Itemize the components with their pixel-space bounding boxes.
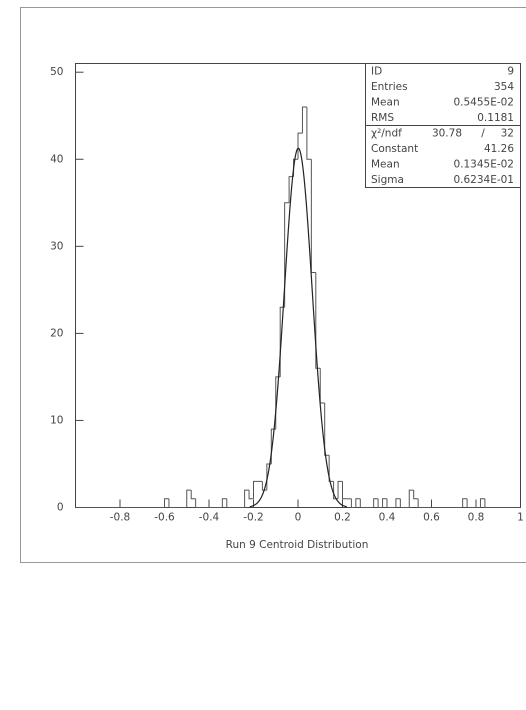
- fit-stats-label: Sigma: [371, 174, 404, 186]
- y-tick-label: 50: [50, 66, 63, 78]
- histogram-bin: [325, 403, 329, 455]
- histogram-bin: [356, 499, 360, 508]
- y-tick-label: 40: [50, 153, 63, 165]
- fit-stats-value: 0.6234E-01: [453, 174, 514, 186]
- histogram-bin: [320, 368, 324, 403]
- histogram-bin: [298, 133, 302, 159]
- fit-stats-label: Mean: [371, 159, 400, 171]
- fit-stats-value: 32: [501, 128, 514, 140]
- x-axis-label: Run 9 Centroid Distribution: [226, 539, 369, 551]
- fit-stats-value: 0.1345E-02: [453, 159, 514, 171]
- stats-label: ID: [371, 66, 382, 78]
- histogram-bin: [165, 499, 169, 508]
- y-tick-label: 20: [50, 327, 63, 339]
- histogram-bin: [329, 455, 333, 481]
- fit-stats-sep: /: [481, 128, 485, 140]
- histogram-bin: [249, 490, 253, 499]
- y-tick-label: 10: [50, 414, 63, 426]
- histogram-bin: [396, 499, 400, 508]
- histogram-bin: [187, 490, 191, 507]
- histogram-bin: [222, 499, 226, 508]
- histogram-bin: [409, 490, 413, 507]
- histogram-bin: [374, 499, 378, 508]
- x-tick-label: 1: [517, 512, 524, 524]
- fit-stats-value: 30.78: [432, 128, 462, 140]
- y-tick-label: 30: [50, 240, 63, 252]
- x-tick-label: 0: [295, 512, 302, 524]
- histogram-bin: [338, 481, 342, 498]
- histogram-bin: [360, 499, 364, 508]
- fit-stats-label: χ²/ndf: [371, 128, 402, 140]
- histogram-bin: [343, 481, 347, 498]
- stats-value: 0.5455E-02: [453, 97, 514, 109]
- fit-stats-value: 41.26: [484, 143, 514, 155]
- y-tick-label: 0: [57, 502, 64, 514]
- stats-value: 354: [494, 81, 514, 93]
- histogram-bin: [191, 490, 195, 499]
- histogram-bin: [311, 159, 315, 272]
- stats-value: 0.1181: [477, 112, 514, 124]
- stats-value: 9: [507, 66, 514, 78]
- histogram-bin: [169, 499, 173, 508]
- histogram-bin: [400, 499, 404, 508]
- histogram-bin: [302, 107, 306, 133]
- histogram-bin: [480, 499, 484, 508]
- histogram-bin: [378, 499, 382, 508]
- x-tick-label: -0.6: [154, 512, 175, 524]
- x-tick-label: 0.6: [423, 512, 440, 524]
- stats-label: RMS: [371, 112, 394, 124]
- x-tick-label: 0.2: [334, 512, 351, 524]
- histogram-bin: [383, 499, 387, 508]
- histogram-bin: [254, 481, 258, 498]
- histogram-bin: [387, 499, 391, 508]
- x-tick-label: 0.8: [468, 512, 485, 524]
- x-tick-label: -0.8: [110, 512, 131, 524]
- histogram-bin: [463, 499, 467, 508]
- x-tick-label: -0.4: [199, 512, 220, 524]
- histogram-bin: [485, 499, 489, 508]
- fit-stats-label: Constant: [371, 143, 418, 155]
- histogram-bin: [351, 499, 355, 508]
- fit-curve: [250, 148, 347, 506]
- stats-label: Entries: [371, 81, 408, 93]
- histogram-bin: [414, 490, 418, 499]
- x-tick-label: -0.2: [243, 512, 264, 524]
- histogram-bin: [196, 499, 200, 508]
- x-tick-label: 0.4: [379, 512, 396, 524]
- stats-label: Mean: [371, 97, 400, 109]
- histogram-bin: [307, 107, 311, 159]
- histogram-bin: [245, 490, 249, 507]
- histogram-bin: [227, 499, 231, 508]
- histogram-bin: [467, 499, 471, 508]
- histogram-bin: [418, 499, 422, 508]
